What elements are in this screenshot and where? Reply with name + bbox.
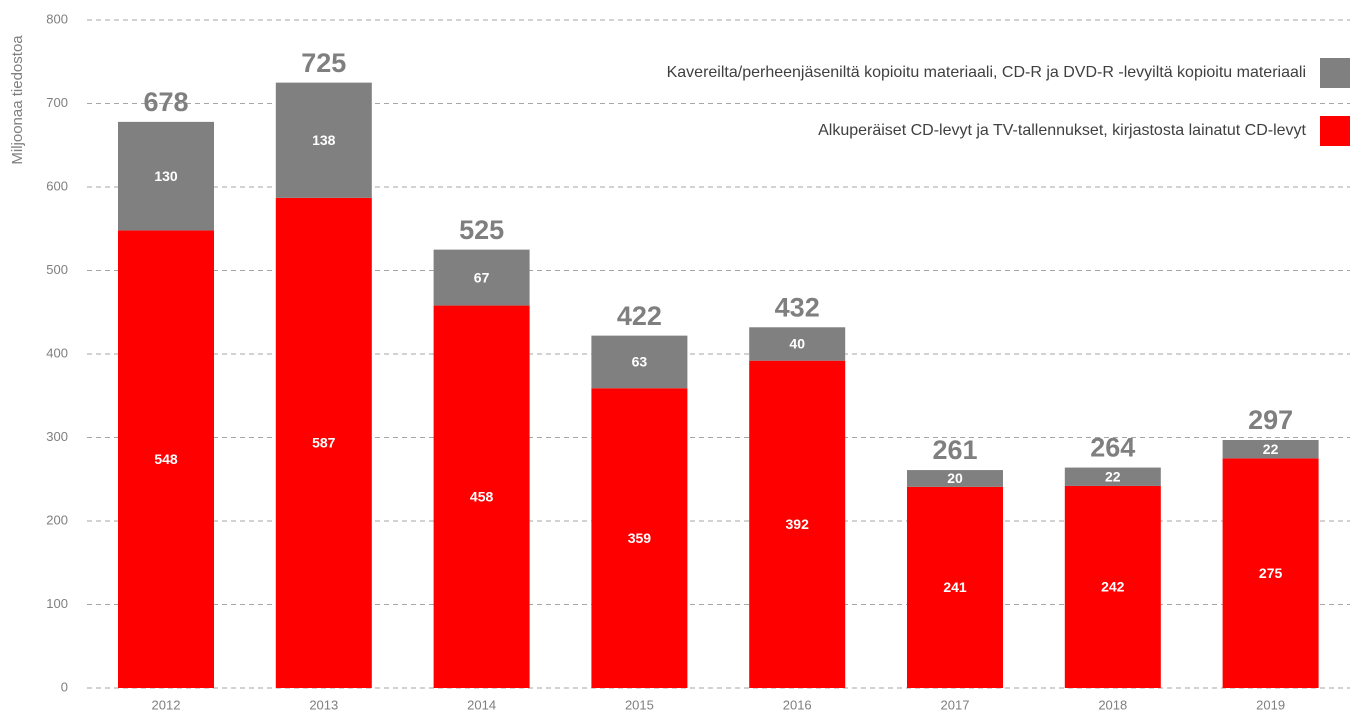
total-label: 261 xyxy=(932,435,977,465)
y-tick-label: 500 xyxy=(46,262,68,277)
segment-label: 40 xyxy=(789,336,805,352)
total-label: 725 xyxy=(301,48,346,78)
y-tick-label: 300 xyxy=(46,429,68,444)
legend-label: Alkuperäiset CD-levyt ja TV-tallennukset… xyxy=(818,122,1306,139)
y-tick-label: 0 xyxy=(61,679,68,694)
bar-segment xyxy=(433,249,530,306)
bar-segment xyxy=(1064,485,1161,688)
y-tick-label: 800 xyxy=(46,11,68,26)
legend-label: Kavereilta/perheenjäseniltä kopioitu mat… xyxy=(667,64,1306,81)
total-label: 678 xyxy=(143,87,188,117)
segment-label: 392 xyxy=(786,516,810,532)
x-tick-label: 2018 xyxy=(1098,697,1127,712)
total-label: 297 xyxy=(1248,405,1293,435)
x-tick-label: 2014 xyxy=(467,697,496,712)
segment-label: 275 xyxy=(1259,565,1283,581)
bar-segment xyxy=(907,470,1003,487)
bar-segment xyxy=(275,197,372,689)
bar-segment xyxy=(275,82,372,198)
bar-segment xyxy=(749,360,846,688)
y-tick-label: 200 xyxy=(46,512,68,527)
bar-segment xyxy=(1222,458,1319,688)
segment-label: 587 xyxy=(312,435,336,451)
x-tick-label: 2019 xyxy=(1256,697,1285,712)
y-tick-label: 100 xyxy=(46,596,68,611)
bar-segment xyxy=(591,335,688,389)
segment-label: 22 xyxy=(1105,468,1121,484)
segment-label: 130 xyxy=(154,168,178,184)
segment-label: 242 xyxy=(1101,579,1125,595)
bar-segment xyxy=(1064,467,1161,486)
total-label: 422 xyxy=(617,301,662,331)
legend-swatch xyxy=(1320,58,1350,88)
y-tick-label: 700 xyxy=(46,95,68,110)
x-tick-label: 2013 xyxy=(309,697,338,712)
total-label: 432 xyxy=(775,292,820,322)
x-tick-label: 2012 xyxy=(152,697,181,712)
segment-label: 63 xyxy=(632,354,648,370)
bar-segment xyxy=(433,305,530,688)
segment-label: 138 xyxy=(312,132,336,148)
bar-segment xyxy=(1222,440,1319,459)
total-label: 525 xyxy=(459,215,504,245)
segment-label: 359 xyxy=(628,530,652,546)
x-tick-label: 2017 xyxy=(941,697,970,712)
bar-segment xyxy=(591,388,688,688)
segment-label: 458 xyxy=(470,488,494,504)
x-tick-label: 2015 xyxy=(625,697,654,712)
segment-label: 67 xyxy=(474,269,490,285)
y-tick-label: 400 xyxy=(46,345,68,360)
bar-segment xyxy=(118,121,214,231)
y-axis-label: Miljoonaa tiedostoa xyxy=(9,35,26,165)
bar-segment xyxy=(118,230,214,689)
y-tick-label: 600 xyxy=(46,178,68,193)
legend-swatch xyxy=(1320,116,1350,146)
segment-label: 20 xyxy=(947,470,963,486)
total-label: 264 xyxy=(1090,433,1135,463)
segment-label: 22 xyxy=(1263,441,1279,457)
bar-segment xyxy=(907,486,1003,688)
x-tick-label: 2016 xyxy=(783,697,812,712)
segment-label: 548 xyxy=(154,451,178,467)
segment-label: 241 xyxy=(943,579,967,595)
bar-segment xyxy=(749,327,846,361)
